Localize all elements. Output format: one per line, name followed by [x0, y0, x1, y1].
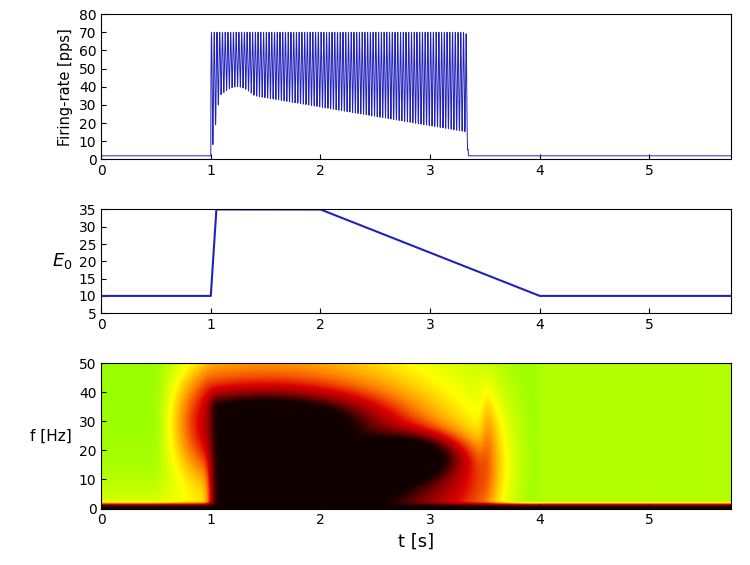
X-axis label: t [s]: t [s] [398, 533, 434, 551]
Y-axis label: f [Hz]: f [Hz] [30, 428, 72, 444]
Y-axis label: $E_0$: $E_0$ [52, 251, 73, 271]
Y-axis label: Firing-rate [pps]: Firing-rate [pps] [58, 28, 74, 146]
